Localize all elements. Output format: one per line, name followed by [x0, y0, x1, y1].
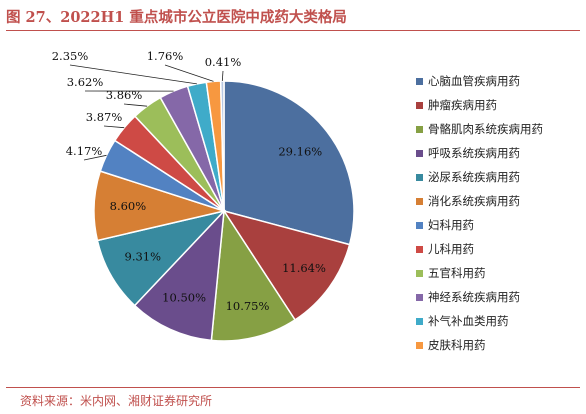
- legend-label: 呼吸系统疾病用药: [428, 146, 520, 160]
- legend-item: 肿瘤疾病用药: [416, 93, 543, 117]
- data-label: 9.31%: [125, 250, 162, 264]
- legend-label: 神经系统疾病用药: [428, 290, 520, 304]
- legend-swatch: [416, 341, 423, 349]
- legend-swatch: [416, 197, 423, 205]
- legend-label: 肿瘤疾病用药: [428, 98, 497, 112]
- pie-slice: [96, 209, 227, 307]
- legend-swatch: [416, 293, 423, 301]
- legend-label: 补气补血类用药: [428, 314, 509, 328]
- figure-title: 图 27、2022H1 重点城市公立医院中成药大类格局: [6, 9, 347, 26]
- leader-line: [123, 103, 148, 107]
- title-divider: [6, 30, 580, 31]
- legend-item: 神经系统疾病用药: [416, 285, 543, 309]
- legend-label: 消化系统疾病用药: [428, 194, 520, 208]
- data-label: 2.35%: [52, 49, 89, 63]
- legend-label: 泌尿系统疾病用药: [428, 170, 520, 184]
- legend-item: 骨骼肌肉系统疾病用药: [416, 117, 543, 141]
- pie-slice: [210, 208, 297, 342]
- data-label: 8.60%: [110, 199, 147, 213]
- legend-label: 皮肤科用药: [428, 338, 486, 352]
- leader-line: [103, 125, 125, 129]
- legend-item: 儿科用药: [416, 237, 543, 261]
- legend-item: 五官科用药: [416, 261, 543, 285]
- data-label: 10.50%: [162, 291, 206, 305]
- legend-item: 消化系统疾病用药: [416, 189, 543, 213]
- legend: 心脑血管疾病用药 肿瘤疾病用药骨骼肌肉系统疾病用药 呼吸系统疾病用药 泌尿系统疾病用药…: [416, 69, 543, 357]
- leader-lines: [69, 64, 224, 161]
- legend-swatch: [416, 317, 423, 325]
- leader-line: [69, 64, 197, 85]
- pie-slice: [133, 208, 225, 342]
- data-label: 4.17%: [66, 144, 103, 158]
- pie-slice: [219, 80, 225, 212]
- legend-swatch: [416, 269, 423, 277]
- legend-item: 泌尿系统疾病用药: [416, 165, 543, 189]
- pie-slices: [93, 80, 355, 342]
- legend-label: 妇科用药: [428, 218, 474, 232]
- leader-line: [164, 64, 214, 82]
- leader-line: [221, 70, 224, 82]
- legend-item: 呼吸系统疾病用药: [416, 141, 543, 165]
- legend-item: 补气补血类用药: [416, 309, 543, 333]
- legend-item: 皮肤科用药: [416, 333, 543, 357]
- legend-label: 心脑血管疾病用药: [428, 74, 520, 88]
- legend-swatch: [416, 101, 423, 109]
- legend-swatch: [416, 245, 423, 253]
- legend-swatch: [416, 173, 423, 181]
- legend-label: 儿科用药: [428, 242, 474, 256]
- data-labels: 29.16% 11.64% 10.75% 10.50% 9.31% 8.60% 4.17% 3…: [52, 49, 326, 313]
- data-label: 0.41%: [205, 55, 242, 69]
- source-note: 资料来源：米内网、湘财证券研究所: [20, 394, 213, 408]
- data-label: 3.62%: [67, 75, 104, 89]
- legend-swatch: [416, 149, 423, 157]
- data-label: 3.86%: [106, 88, 143, 102]
- legend-item: 心脑血管疾病用药: [416, 69, 543, 93]
- legend-swatch: [416, 221, 423, 229]
- data-label: 29.16%: [278, 144, 322, 158]
- legend-label: 五官科用药: [428, 266, 486, 280]
- pie-slice: [222, 209, 351, 321]
- legend-swatch: [416, 77, 423, 85]
- source-divider: [6, 387, 580, 388]
- leader-line: [83, 154, 107, 161]
- pie-slice: [223, 80, 355, 246]
- data-label: 10.75%: [226, 299, 270, 313]
- legend-swatch: [416, 125, 423, 133]
- data-label: 11.64%: [282, 261, 326, 275]
- legend-item: 妇科用药: [416, 213, 543, 237]
- data-label: 3.87%: [86, 110, 123, 124]
- data-label: 1.76%: [147, 49, 184, 63]
- legend-label: 骨骼肌肉系统疾病用药: [428, 122, 543, 136]
